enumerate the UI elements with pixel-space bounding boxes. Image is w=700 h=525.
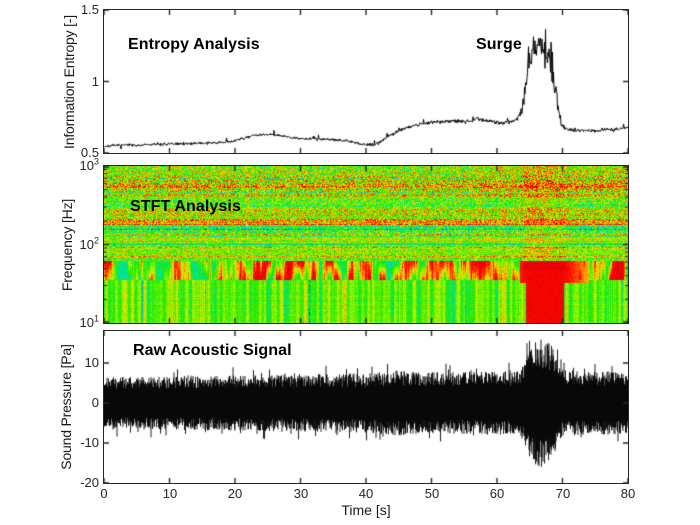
y-tick-label: 102 [79,235,99,252]
entropy-panel [103,9,629,154]
x-tick-label: 10 [162,486,178,501]
y-tick-label: 101 [79,313,99,330]
y-tick-label: 0 [91,395,99,410]
x-tick-label: 40 [358,486,374,501]
y-tick-label: -10 [80,435,99,450]
x-tick-label: 30 [293,486,309,501]
raw-signal-canvas [104,331,628,483]
y-tick-label: 103 [79,156,99,173]
entropy-plot-canvas [104,10,628,153]
x-tick-label: 80 [620,486,636,501]
x-tick-label: 20 [227,486,243,501]
raw-signal-panel [103,330,629,484]
y-tick-label: 10 [84,355,99,370]
y-tick-label: -20 [80,475,99,490]
x-tick-label: 60 [489,486,505,501]
x-tick-label: 50 [424,486,440,501]
y-tick-label: 0.5 [80,145,99,160]
stft-spectrogram-canvas [104,166,628,323]
raw-signal-title: Raw Acoustic Signal [133,342,292,359]
stft-spectrogram-panel [103,165,629,324]
y-tick-label: 1.5 [80,2,99,17]
surge-annotation: Surge [476,36,522,53]
x-tick-label: 0 [100,486,108,501]
x-tick-label: 70 [555,486,571,501]
stft-title: STFT Analysis [130,198,241,215]
y-tick-label: 1 [91,74,99,89]
time-x-axis-label: Time [s] [341,502,391,518]
entropy-title: Entropy Analysis [128,36,260,53]
